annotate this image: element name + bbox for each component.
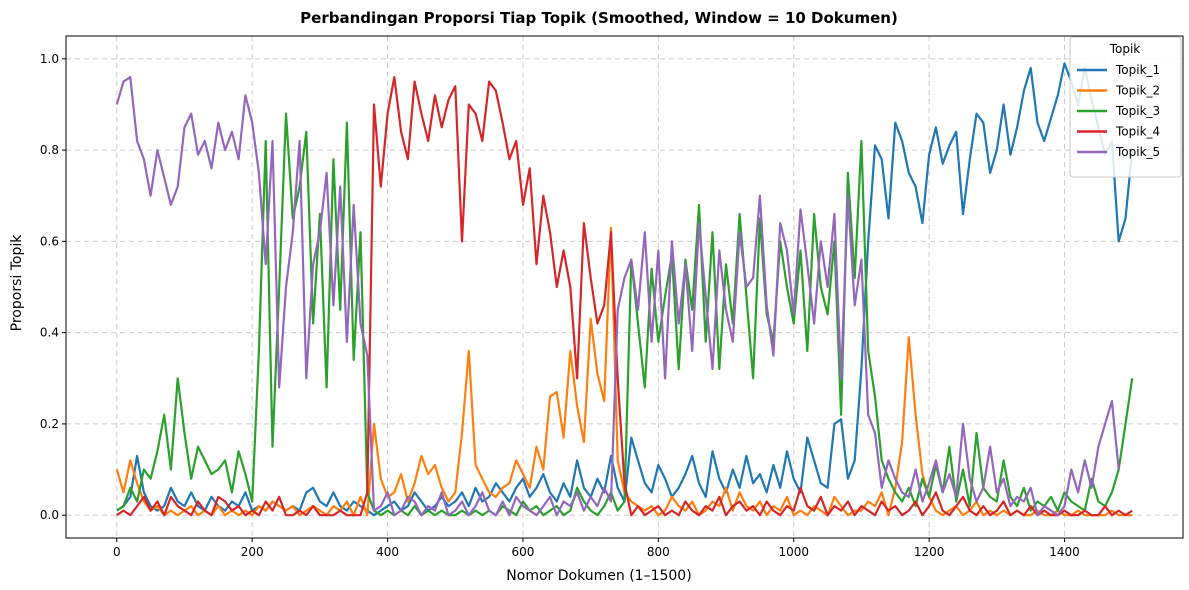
legend: Topik Topik_1Topik_2Topik_3Topik_4Topik_… xyxy=(1069,36,1182,178)
x-axis-label: Nomor Dokumen (1–1500) xyxy=(506,568,691,584)
series-line-topik-3 xyxy=(116,112,1134,517)
x-tick-label: 200 xyxy=(241,545,264,559)
legend-box xyxy=(1069,36,1182,178)
y-tick-label: 0.8 xyxy=(40,143,59,157)
legend-entry-label: Topik_2 xyxy=(1115,84,1160,98)
x-tick-label: 600 xyxy=(512,545,535,559)
x-axis-ticks: 0 200 400 600 800 1000 1200 1400 xyxy=(113,538,1080,559)
y-axis-ticks: 0.0 0.2 0.4 0.6 0.8 1.0 xyxy=(40,52,66,522)
series-line-topik-4 xyxy=(116,75,1133,517)
x-tick-label: 1200 xyxy=(914,545,945,559)
y-tick-label: 0.2 xyxy=(40,417,59,431)
legend-entry-label: Topik_5 xyxy=(1115,145,1160,159)
y-tick-label: 0.6 xyxy=(40,234,59,248)
y-tick-label: 0.4 xyxy=(40,326,59,340)
x-tick-label: 800 xyxy=(647,545,670,559)
x-tick-label: 400 xyxy=(376,545,399,559)
plot-area-frame xyxy=(65,35,1184,539)
legend-entry-label: Topik_1 xyxy=(1115,63,1160,77)
x-tick-label: 0 xyxy=(113,545,121,559)
legend-title: Topik xyxy=(1109,42,1141,56)
series-lines xyxy=(115,62,1134,517)
legend-entry-label: Topik_3 xyxy=(1115,104,1160,118)
x-tick-label: 1400 xyxy=(1049,545,1080,559)
legend-entry-label: Topik_4 xyxy=(1115,125,1160,139)
chart-title: Perbandingan Proporsi Tiap Topik (Smooth… xyxy=(300,9,898,27)
y-axis-label: Proporsi Topik xyxy=(9,234,25,332)
x-tick-label: 1000 xyxy=(778,545,809,559)
y-tick-label: 1.0 xyxy=(40,52,59,66)
legend-items: Topik_1 Topik_2 Topik_3 Topik_4 Topik_5 xyxy=(1077,63,1160,159)
series-line-topik-5 xyxy=(115,75,1120,517)
y-tick-label: 0.0 xyxy=(40,508,59,522)
